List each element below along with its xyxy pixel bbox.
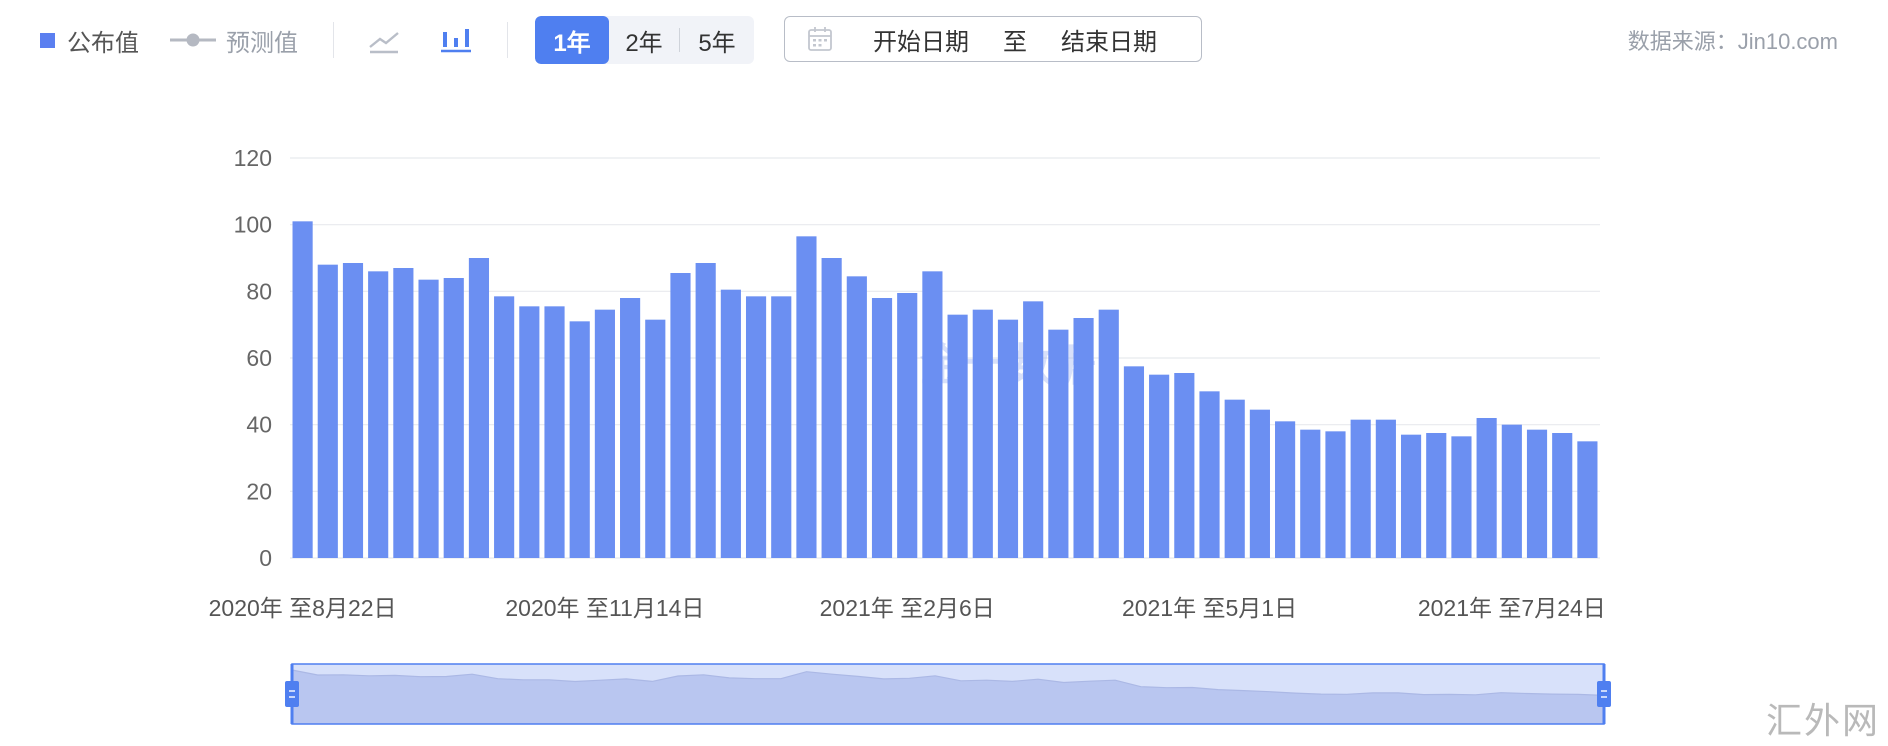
bar[interactable] bbox=[342, 263, 364, 558]
toolbar-divider bbox=[333, 22, 334, 58]
zoom-start-handle[interactable] bbox=[285, 681, 299, 707]
range-option-1y[interactable]: 1年 bbox=[535, 16, 609, 64]
bar-chart-button[interactable] bbox=[436, 22, 476, 58]
line-chart-button[interactable] bbox=[364, 22, 404, 58]
bar[interactable] bbox=[670, 273, 691, 558]
bar[interactable] bbox=[1149, 374, 1170, 558]
y-tick-label: 0 bbox=[259, 545, 272, 571]
bar[interactable] bbox=[745, 296, 767, 558]
bar[interactable] bbox=[317, 264, 338, 558]
bar[interactable] bbox=[1426, 433, 1447, 558]
bar[interactable] bbox=[1552, 433, 1573, 558]
legend-line-marker-icon bbox=[170, 33, 216, 47]
bar[interactable] bbox=[821, 258, 842, 558]
bar[interactable] bbox=[1174, 373, 1195, 558]
bar[interactable] bbox=[922, 271, 943, 558]
bar[interactable] bbox=[695, 263, 716, 558]
bar[interactable] bbox=[1476, 418, 1497, 558]
bar[interactable] bbox=[796, 236, 817, 559]
bar[interactable] bbox=[645, 319, 666, 558]
x-tick-label: 2021年 至2月6日 bbox=[820, 595, 995, 621]
date-end-field[interactable]: 结束日期 bbox=[1061, 28, 1157, 56]
x-tick-label: 2021年 至7月24日 bbox=[1418, 595, 1606, 621]
y-tick-label: 80 bbox=[246, 278, 272, 304]
bar[interactable] bbox=[519, 306, 540, 558]
bar[interactable] bbox=[494, 296, 515, 558]
bar[interactable] bbox=[1300, 429, 1321, 558]
site-watermark: 汇外网 bbox=[1765, 701, 1880, 742]
bar[interactable] bbox=[468, 258, 490, 558]
date-start-field[interactable]: 开始日期 bbox=[873, 28, 969, 56]
bar[interactable] bbox=[1325, 431, 1346, 558]
legend-forecast-label: 预测值 bbox=[226, 29, 298, 57]
bar[interactable] bbox=[418, 279, 439, 558]
bar[interactable] bbox=[1526, 429, 1548, 558]
bar[interactable] bbox=[997, 319, 1019, 558]
toolbar-divider bbox=[507, 22, 508, 58]
bar[interactable] bbox=[393, 268, 414, 558]
y-tick-label: 20 bbox=[246, 478, 272, 504]
x-tick-label: 2020年 至11月14日 bbox=[505, 595, 704, 621]
zoom-end-handle[interactable] bbox=[1597, 681, 1611, 707]
bar[interactable] bbox=[1400, 434, 1422, 558]
range-selector: 1年 2年 5年 bbox=[535, 16, 754, 64]
x-tick-label: 2020年 至8月22日 bbox=[209, 595, 397, 621]
line-chart-icon bbox=[369, 32, 399, 54]
y-tick-label: 40 bbox=[246, 412, 272, 438]
y-tick-label: 120 bbox=[234, 145, 272, 171]
bar[interactable] bbox=[443, 278, 464, 558]
bar[interactable] bbox=[1249, 409, 1270, 558]
legend-published[interactable]: 公布值 bbox=[40, 22, 139, 58]
bar[interactable] bbox=[720, 289, 741, 558]
legend-square-icon bbox=[40, 32, 55, 48]
chart-toolbar: 公布值 预测值 1年 2年 5年 bbox=[0, 0, 1888, 80]
data-zoom-slider[interactable] bbox=[285, 663, 1611, 725]
bar[interactable] bbox=[1577, 441, 1598, 558]
bar[interactable] bbox=[947, 314, 968, 558]
x-tick-label: 2021年 至5月1日 bbox=[1122, 595, 1297, 621]
bar[interactable] bbox=[771, 296, 792, 558]
legend-published-label: 公布值 bbox=[67, 29, 139, 57]
date-range-picker[interactable]: 开始日期 至 结束日期 bbox=[784, 16, 1202, 62]
bar[interactable] bbox=[1501, 424, 1522, 558]
bar[interactable] bbox=[1451, 436, 1472, 558]
y-tick-label: 60 bbox=[246, 345, 272, 371]
bar[interactable] bbox=[544, 306, 565, 558]
bar[interactable] bbox=[292, 221, 313, 559]
data-source-label: 数据来源：Jin10.com bbox=[1627, 29, 1838, 54]
bar[interactable] bbox=[846, 276, 867, 558]
bar[interactable] bbox=[1350, 419, 1371, 558]
bar[interactable] bbox=[897, 293, 918, 558]
y-axis-ticks: 0 20 40 60 80 100 120 bbox=[234, 145, 272, 571]
calendar-icon bbox=[807, 26, 833, 52]
bar[interactable] bbox=[1375, 419, 1396, 558]
date-to-label: 至 bbox=[1003, 28, 1027, 56]
bar-series bbox=[292, 221, 1598, 559]
bar-chart-icon bbox=[441, 29, 471, 53]
zoom-selection[interactable] bbox=[291, 663, 1605, 725]
bar[interactable] bbox=[1275, 421, 1296, 558]
bar[interactable] bbox=[871, 298, 893, 558]
range-divider bbox=[679, 28, 680, 52]
bar[interactable] bbox=[972, 309, 993, 558]
bar[interactable] bbox=[1048, 329, 1069, 558]
bar[interactable] bbox=[368, 271, 389, 558]
range-option-2y[interactable]: 2年 bbox=[625, 29, 663, 57]
bar[interactable] bbox=[1098, 309, 1119, 558]
x-axis-ticks: 2020年 至8月22日 2020年 至11月14日 2021年 至2月6日 2021… bbox=[209, 595, 1606, 621]
y-tick-label: 100 bbox=[234, 212, 272, 238]
bar[interactable] bbox=[1123, 366, 1145, 558]
legend-forecast[interactable]: 预测值 bbox=[170, 22, 298, 58]
bar[interactable] bbox=[620, 298, 641, 558]
bar[interactable] bbox=[594, 309, 615, 558]
bar[interactable] bbox=[1073, 318, 1094, 558]
bar[interactable] bbox=[1199, 391, 1220, 558]
range-option-5y[interactable]: 5年 bbox=[698, 29, 736, 57]
bar[interactable] bbox=[1224, 399, 1245, 558]
bar[interactable] bbox=[569, 321, 590, 558]
bar[interactable] bbox=[1023, 301, 1044, 558]
